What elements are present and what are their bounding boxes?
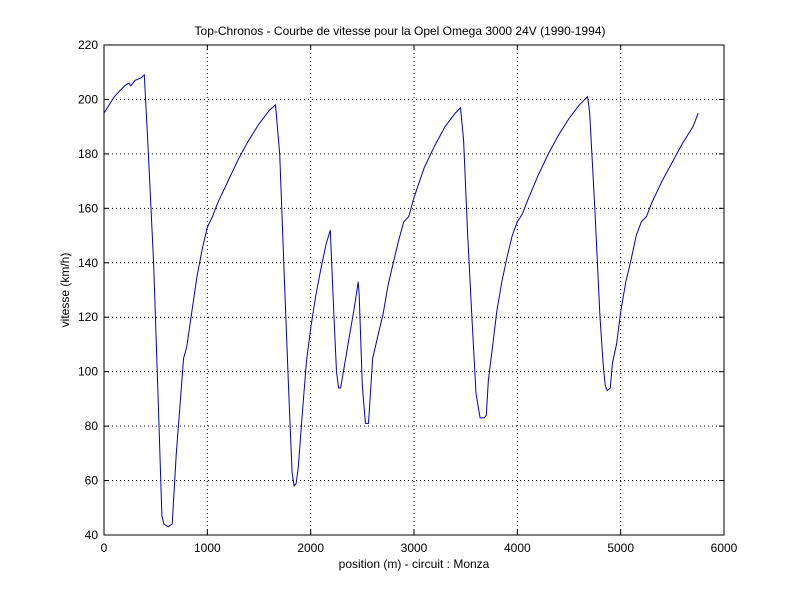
y-tick-label: 120 (78, 310, 98, 324)
grid (104, 45, 724, 535)
x-tick-label: 0 (101, 541, 108, 555)
x-tick-label: 5000 (607, 541, 634, 555)
y-axis-label: vitesse (km/h) (58, 252, 72, 328)
y-tick-label: 60 (85, 474, 99, 488)
chart-title: Top-Chronos - Courbe de vitesse pour la … (194, 24, 606, 38)
y-tick-label: 80 (85, 419, 99, 433)
y-tick-label: 100 (78, 365, 98, 379)
tick-labels: 0 1000 2000 3000 4000 5000 6000 40 60 80 100 120 140… (78, 38, 738, 555)
y-tick-label: 160 (78, 201, 98, 215)
x-tick-label: 3000 (401, 541, 428, 555)
axis-ticks (103, 44, 725, 536)
y-tick-label: 200 (78, 92, 98, 106)
x-tick-label: 2000 (297, 541, 324, 555)
y-tick-label: 40 (85, 528, 99, 542)
x-tick-label: 6000 (711, 541, 738, 555)
y-tick-label: 180 (78, 147, 98, 161)
x-tick-label: 4000 (504, 541, 531, 555)
y-tick-label: 140 (78, 256, 98, 270)
x-tick-label: 1000 (194, 541, 221, 555)
x-axis-label: position (m) - circuit : Monza (338, 557, 490, 571)
y-tick-label: 220 (78, 38, 98, 52)
speed-series-line (103, 73, 699, 528)
